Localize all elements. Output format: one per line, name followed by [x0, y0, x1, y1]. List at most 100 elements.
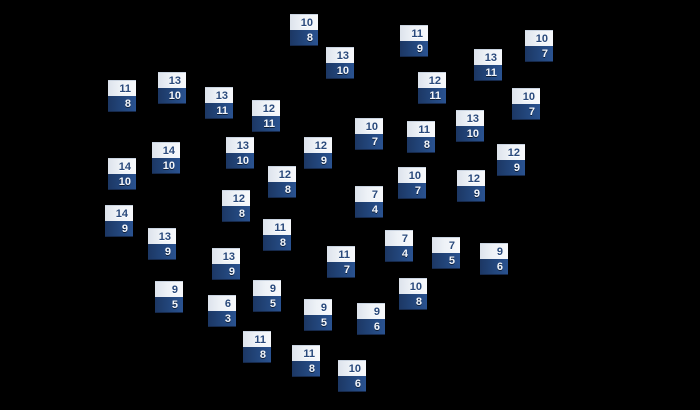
marker-upper-value: 7 — [432, 237, 460, 253]
data-point-marker[interactable]: 11 8 — [292, 345, 320, 377]
data-point-marker[interactable]: 12 11 — [418, 72, 446, 104]
data-point-marker[interactable]: 11 8 — [407, 121, 435, 153]
marker-lower-value: 6 — [357, 319, 385, 335]
marker-upper-value: 12 — [497, 144, 525, 160]
marker-lower-value: 4 — [385, 246, 413, 262]
data-point-marker[interactable]: 11 8 — [108, 80, 136, 112]
data-point-marker[interactable]: 11 9 — [400, 25, 428, 57]
data-point-marker[interactable]: 13 10 — [456, 110, 484, 142]
marker-lower-value: 9 — [457, 186, 485, 202]
marker-lower-value: 9 — [497, 160, 525, 176]
data-point-marker[interactable]: 13 10 — [326, 47, 354, 79]
data-point-marker[interactable]: 14 10 — [108, 158, 136, 190]
marker-lower-value: 5 — [432, 253, 460, 269]
marker-lower-value: 11 — [252, 116, 280, 132]
marker-upper-value: 9 — [155, 281, 183, 297]
data-point-marker[interactable]: 13 11 — [205, 87, 233, 119]
marker-lower-value: 8 — [222, 206, 250, 222]
marker-upper-value: 11 — [407, 121, 435, 137]
marker-upper-value: 13 — [148, 228, 176, 244]
data-point-marker[interactable]: 13 10 — [226, 137, 254, 169]
marker-lower-value: 5 — [253, 296, 281, 312]
marker-upper-value: 13 — [456, 110, 484, 126]
data-point-marker[interactable]: 10 8 — [290, 14, 318, 46]
marker-lower-value: 7 — [355, 134, 383, 150]
marker-lower-value: 7 — [512, 104, 540, 120]
marker-lower-value: 9 — [105, 221, 133, 237]
marker-lower-value: 8 — [290, 30, 318, 46]
data-point-marker[interactable]: 11 7 — [327, 246, 355, 278]
data-point-marker[interactable]: 13 9 — [212, 248, 240, 280]
data-point-marker[interactable]: 10 7 — [355, 118, 383, 150]
marker-lower-value: 11 — [205, 103, 233, 119]
marker-upper-value: 13 — [226, 137, 254, 153]
data-point-marker[interactable]: 13 9 — [148, 228, 176, 260]
data-point-marker[interactable]: 11 8 — [243, 331, 271, 363]
marker-lower-value: 11 — [418, 88, 446, 104]
marker-upper-value: 13 — [205, 87, 233, 103]
data-point-marker[interactable]: 13 10 — [158, 72, 186, 104]
data-point-marker[interactable]: 10 7 — [525, 30, 553, 62]
marker-upper-value: 11 — [327, 246, 355, 262]
marker-upper-value: 13 — [212, 248, 240, 264]
data-point-marker[interactable]: 12 11 — [252, 100, 280, 132]
data-point-marker[interactable]: 10 7 — [512, 88, 540, 120]
marker-upper-value: 9 — [480, 243, 508, 259]
marker-upper-value: 10 — [399, 278, 427, 294]
marker-lower-value: 10 — [226, 153, 254, 169]
data-point-marker[interactable]: 12 9 — [304, 137, 332, 169]
marker-upper-value: 10 — [525, 30, 553, 46]
marker-lower-value: 8 — [399, 294, 427, 310]
marker-upper-value: 9 — [253, 280, 281, 296]
marker-upper-value: 14 — [152, 142, 180, 158]
marker-lower-value: 10 — [326, 63, 354, 79]
data-point-marker[interactable]: 13 11 — [474, 49, 502, 81]
marker-upper-value: 12 — [457, 170, 485, 186]
marker-upper-value: 10 — [290, 14, 318, 30]
data-point-marker[interactable]: 14 9 — [105, 205, 133, 237]
data-point-marker[interactable]: 12 9 — [497, 144, 525, 176]
marker-lower-value: 8 — [407, 137, 435, 153]
marker-lower-value: 7 — [327, 262, 355, 278]
marker-lower-value: 7 — [525, 46, 553, 62]
marker-lower-value: 7 — [398, 183, 426, 199]
marker-upper-value: 10 — [398, 167, 426, 183]
data-point-marker[interactable]: 12 8 — [268, 166, 296, 198]
marker-lower-value: 3 — [208, 311, 236, 327]
data-point-marker[interactable]: 10 8 — [399, 278, 427, 310]
marker-upper-value: 10 — [512, 88, 540, 104]
marker-upper-value: 11 — [243, 331, 271, 347]
data-point-marker[interactable]: 14 10 — [152, 142, 180, 174]
marker-lower-value: 9 — [400, 41, 428, 57]
data-point-marker[interactable]: 12 9 — [457, 170, 485, 202]
data-point-marker[interactable]: 12 8 — [222, 190, 250, 222]
data-point-marker[interactable]: 11 8 — [263, 219, 291, 251]
marker-upper-value: 11 — [263, 219, 291, 235]
marker-lower-value: 9 — [148, 244, 176, 260]
marker-lower-value: 11 — [474, 65, 502, 81]
marker-upper-value: 9 — [357, 303, 385, 319]
marker-lower-value: 8 — [108, 96, 136, 112]
marker-lower-value: 8 — [243, 347, 271, 363]
marker-lower-value: 9 — [304, 153, 332, 169]
marker-lower-value: 5 — [155, 297, 183, 313]
data-point-marker[interactable]: 10 6 — [338, 360, 366, 392]
marker-upper-value: 11 — [400, 25, 428, 41]
marker-lower-value: 6 — [338, 376, 366, 392]
marker-upper-value: 14 — [105, 205, 133, 221]
marker-upper-value: 12 — [304, 137, 332, 153]
marker-upper-value: 13 — [474, 49, 502, 65]
data-point-marker[interactable]: 10 7 — [398, 167, 426, 199]
marker-upper-value: 14 — [108, 158, 136, 174]
marker-upper-value: 12 — [222, 190, 250, 206]
